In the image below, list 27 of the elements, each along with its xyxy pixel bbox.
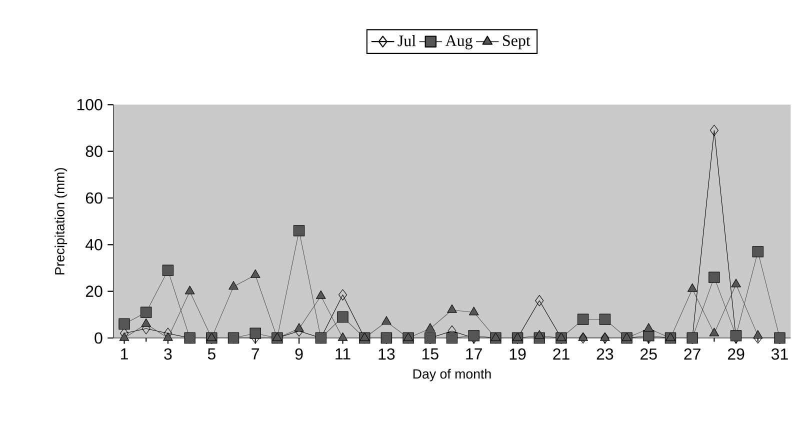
y-tick-label: 80 [86,146,102,157]
y-tick-label: 100 [77,99,102,110]
x-tick-label: 7 [252,348,259,360]
y-tick-label: 40 [86,239,102,250]
y-tick-label: 60 [86,192,102,204]
x-tick-label: 27 [684,348,700,360]
legend-label: Aug [445,35,472,50]
x-tick-label: 23 [596,348,614,360]
x-tick-label: 25 [640,348,657,360]
x-tick-label: 19 [510,348,526,360]
x-tick-label: 1 [121,348,128,360]
x-tick-label: 17 [466,348,482,360]
legend-label: Sept [503,35,530,50]
x-tick-label: 11 [336,348,350,360]
x-tick-label: 3 [164,348,172,360]
x-tick-label: 5 [208,348,216,360]
x-tick-label: 13 [378,348,395,360]
x-axis-title: Day of month [413,368,491,382]
y-tick-label: 20 [86,286,102,297]
x-tick-label: 15 [422,348,438,360]
x-tick-label: 29 [728,348,744,360]
y-axis-title: Precipitation (mm) [54,168,68,274]
x-tick-label: 31 [771,348,788,360]
y-tick-label: 0 [94,332,102,344]
legend-label: Jul [398,35,416,46]
x-tick-label: 9 [295,348,303,360]
x-tick-label: 21 [553,348,570,360]
